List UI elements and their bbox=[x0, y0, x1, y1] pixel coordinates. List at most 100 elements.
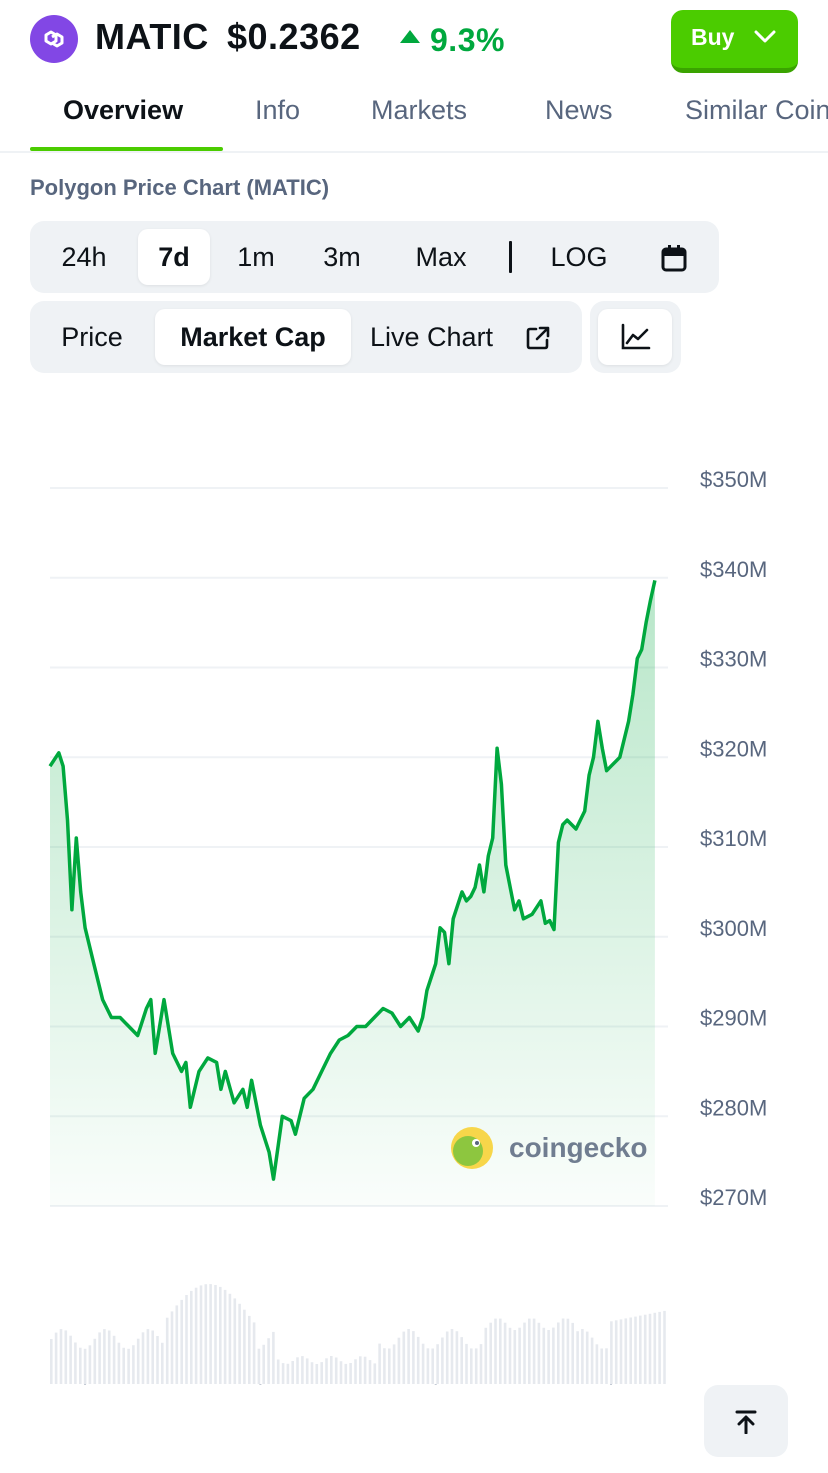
volume-bar bbox=[88, 1345, 92, 1384]
volume-bar bbox=[532, 1318, 536, 1384]
volume-bar bbox=[610, 1321, 613, 1385]
chart-type-price[interactable]: Price bbox=[61, 322, 123, 352]
volume-bar bbox=[363, 1356, 367, 1384]
chart-title: Polygon Price Chart (MATIC) bbox=[30, 175, 330, 200]
volume-bar bbox=[619, 1319, 623, 1384]
volume-bar bbox=[605, 1348, 608, 1384]
volume-bar bbox=[503, 1322, 507, 1384]
volume-bar bbox=[397, 1337, 401, 1384]
volume-bar bbox=[69, 1335, 72, 1384]
y-tick-label: $350M bbox=[700, 467, 767, 492]
tab-news[interactable]: News bbox=[545, 95, 613, 125]
range-divider bbox=[509, 241, 512, 273]
arrow-up-to-top-icon bbox=[735, 1410, 757, 1434]
volume-bar bbox=[74, 1342, 77, 1384]
volume-bar bbox=[445, 1331, 449, 1384]
volume-bar bbox=[272, 1331, 275, 1384]
volume-bar bbox=[199, 1285, 203, 1384]
volume-bar bbox=[344, 1363, 348, 1384]
volume-bar bbox=[117, 1342, 121, 1384]
volume-bar bbox=[59, 1329, 63, 1384]
market-cap-chart[interactable]: $350M $340M $330M $320M $310M $300M $290M $280M… bbox=[0, 400, 828, 1385]
volume-bar bbox=[315, 1364, 319, 1384]
volume-bar bbox=[470, 1348, 473, 1384]
volume-bar bbox=[455, 1331, 459, 1384]
volume-bar bbox=[296, 1357, 299, 1384]
volume-bar bbox=[112, 1335, 116, 1384]
volume-bar bbox=[146, 1329, 150, 1384]
range-max[interactable]: Max bbox=[415, 242, 467, 272]
volume-bar bbox=[373, 1363, 377, 1384]
volume-bar bbox=[190, 1290, 193, 1384]
volume-bar bbox=[465, 1343, 468, 1384]
range-3m[interactable]: 3m bbox=[323, 242, 361, 272]
volume-bar bbox=[484, 1327, 488, 1384]
volume-bar bbox=[416, 1336, 420, 1384]
volume-bar bbox=[474, 1348, 478, 1384]
volume-bar bbox=[441, 1337, 444, 1384]
volume-bar bbox=[334, 1357, 338, 1384]
volume-bar bbox=[634, 1316, 637, 1384]
volume-bar bbox=[291, 1361, 294, 1384]
volume-bar bbox=[185, 1295, 188, 1384]
volume-bar bbox=[402, 1331, 406, 1384]
line-chart-view-button[interactable] bbox=[598, 309, 672, 365]
chart-type-market-cap[interactable]: Market Cap bbox=[155, 309, 351, 365]
volume-bar bbox=[141, 1332, 145, 1384]
volume-bar bbox=[170, 1311, 174, 1384]
tab-info[interactable]: Info bbox=[255, 95, 301, 125]
range-24h[interactable]: 24h bbox=[61, 242, 107, 272]
volume-bar bbox=[629, 1317, 632, 1384]
volume-bar bbox=[248, 1315, 251, 1384]
volume-bar bbox=[194, 1287, 198, 1384]
volume-bar bbox=[489, 1322, 492, 1384]
range-1m[interactable]: 1m bbox=[237, 242, 275, 272]
volume-bar bbox=[450, 1329, 454, 1384]
volume-bar bbox=[320, 1362, 323, 1384]
volume-bar bbox=[64, 1330, 68, 1384]
buy-button[interactable]: Buy bbox=[671, 10, 798, 73]
volume-bar bbox=[54, 1332, 58, 1384]
volume-bar bbox=[223, 1289, 227, 1384]
caret-up-icon bbox=[400, 30, 420, 43]
volume-bar bbox=[267, 1338, 270, 1384]
volume-bar bbox=[349, 1363, 352, 1384]
tab-overview[interactable]: Overview bbox=[63, 95, 184, 125]
volume-bar bbox=[301, 1356, 304, 1384]
tab-similar-coins[interactable]: Similar Coins bbox=[685, 95, 828, 125]
line-chart-icon bbox=[621, 323, 651, 350]
market-cap-line bbox=[48, 580, 657, 1181]
y-tick-label: $290M bbox=[700, 1006, 767, 1031]
log-scale-toggle[interactable]: LOG bbox=[550, 242, 608, 272]
volume-bar bbox=[79, 1347, 82, 1384]
volume-bar bbox=[310, 1362, 314, 1384]
price-change: 9.3% bbox=[430, 22, 505, 58]
range-7d[interactable]: 7d bbox=[138, 229, 210, 285]
volume-bar bbox=[325, 1358, 328, 1384]
calendar-button[interactable] bbox=[650, 229, 698, 285]
volume-bar bbox=[281, 1363, 285, 1384]
volume-bar bbox=[252, 1322, 256, 1384]
volume-bar bbox=[243, 1309, 246, 1384]
chart-type-live-chart[interactable]: Live Chart bbox=[370, 322, 494, 352]
volume-bar bbox=[412, 1331, 415, 1384]
volume-bar bbox=[653, 1312, 657, 1384]
tab-markets[interactable]: Markets bbox=[371, 95, 468, 125]
volume-bar bbox=[624, 1318, 628, 1384]
volume-bar bbox=[499, 1318, 502, 1384]
calendar-icon bbox=[661, 245, 687, 272]
volume-bar bbox=[643, 1314, 647, 1384]
volume-bar bbox=[136, 1338, 140, 1384]
volume-bar bbox=[175, 1305, 179, 1384]
polygon-logo-icon bbox=[30, 15, 78, 63]
volume-bars bbox=[50, 1284, 666, 1385]
volume-bar bbox=[508, 1327, 512, 1384]
volume-bar bbox=[431, 1348, 434, 1384]
coin-symbol: MATIC bbox=[95, 16, 209, 57]
scroll-to-top-button[interactable] bbox=[704, 1385, 788, 1457]
volume-bar bbox=[209, 1284, 212, 1384]
volume-bar bbox=[407, 1329, 410, 1384]
volume-bar bbox=[663, 1310, 666, 1384]
volume-bar bbox=[639, 1315, 642, 1384]
volume-bar bbox=[180, 1299, 183, 1384]
